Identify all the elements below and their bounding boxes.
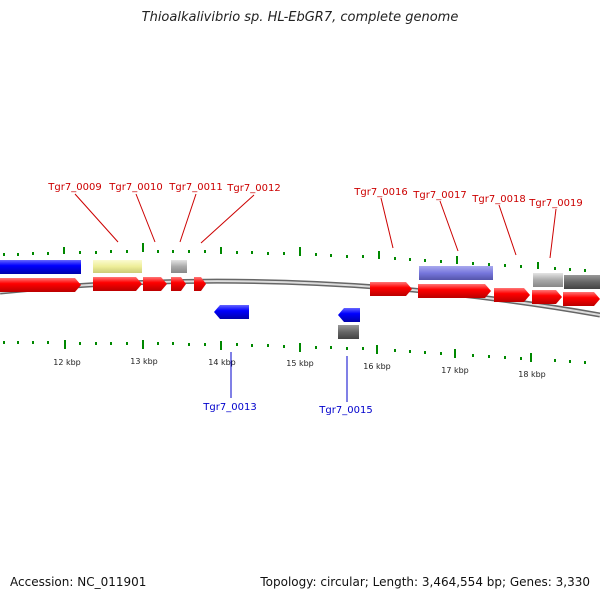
genome-title: Thioalkalivibrio sp. HL-EbGR7, complete … — [141, 10, 459, 25]
inner-tick-track — [3, 340, 586, 364]
cds-forward-arrow — [370, 282, 412, 296]
gene-label-tgr7-0019: Tgr7_0019 — [528, 198, 582, 209]
forward-leader-lines — [74, 193, 557, 259]
cds-forward-arrow — [194, 277, 206, 291]
reverse-strand-genes — [214, 305, 360, 339]
forward-gene-labels: Tgr7_0009 Tgr7_0010 Tgr7_0011 Tgr7_0012 … — [47, 182, 582, 209]
rna-dark-feature — [338, 325, 359, 339]
scale-label: 18 kbp — [518, 370, 546, 379]
cds-forward-arrow — [563, 292, 600, 306]
outer-tick-track — [3, 243, 586, 272]
cds-forward-arrow — [93, 277, 142, 291]
gene-label-tgr7-0010: Tgr7_0010 — [108, 182, 162, 193]
cds-forward-arrow — [418, 284, 491, 298]
gene-label-tgr7-0018: Tgr7_0018 — [471, 194, 525, 205]
cds-forward-arrow — [171, 277, 186, 291]
rna-feature — [171, 260, 187, 273]
gene-label-tgr7-0012: Tgr7_0012 — [226, 183, 280, 194]
scale-label: 16 kbp — [363, 362, 391, 371]
scale-label: 13 kbp — [130, 357, 158, 366]
accession-text: Accession: NC_011901 — [10, 575, 147, 589]
cds-blue-feature — [0, 260, 81, 274]
genome-stats-text: Topology: circular; Length: 3,464,554 bp… — [260, 575, 590, 589]
pseudo-feature — [93, 260, 142, 273]
reverse-gene-labels: Tgr7_0013 Tgr7_0015 — [202, 402, 372, 416]
gene-label-tgr7-0016: Tgr7_0016 — [353, 187, 407, 198]
cds-reverse-arrow — [338, 308, 360, 322]
scale-label: 12 kbp — [53, 358, 81, 367]
gene-label-tgr7-0009: Tgr7_0009 — [47, 182, 101, 193]
scale-label: 17 kbp — [441, 366, 469, 375]
scale-labels: 12 kbp 13 kbp 14 kbp 15 kbp 16 kbp 17 kb… — [53, 357, 546, 379]
purple-feature — [419, 266, 493, 280]
cds-forward-arrow — [494, 288, 530, 302]
gene-label-tgr7-0017: Tgr7_0017 — [412, 190, 466, 201]
scale-label: 14 kbp — [208, 358, 236, 367]
cds-forward-arrow — [0, 278, 81, 292]
rna-feature — [533, 273, 563, 287]
gene-label-tgr7-0011: Tgr7_0011 — [168, 182, 222, 193]
forward-strand-genes — [0, 277, 600, 306]
reverse-leader-lines — [230, 352, 348, 402]
cds-forward-arrow — [143, 277, 167, 291]
scale-label: 15 kbp — [286, 359, 314, 368]
gene-label-tgr7-0015: Tgr7_0015 — [318, 405, 372, 416]
cds-reverse-arrow — [214, 305, 249, 319]
gene-label-tgr7-0013: Tgr7_0013 — [202, 402, 256, 413]
cds-forward-arrow — [532, 290, 562, 304]
feature-track-upper — [0, 260, 600, 289]
rna-dark-feature — [564, 275, 600, 289]
